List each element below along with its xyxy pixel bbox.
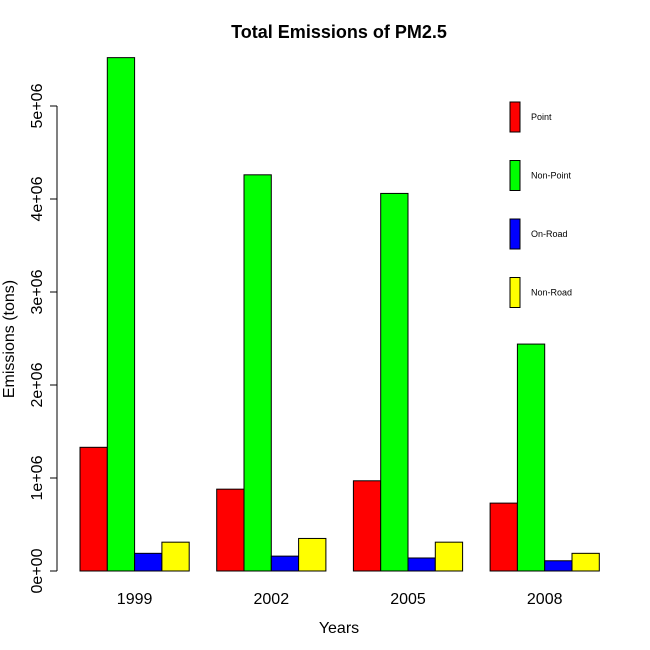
bar-point-2008 (489, 502, 518, 572)
x-tick-label: 2008 (527, 591, 563, 608)
bar-non-point-2008 (516, 343, 546, 572)
y-tick-label: 1e+06 (29, 455, 46, 500)
bar-non-point-1999 (106, 57, 136, 572)
bar-on-road-2005 (407, 557, 436, 572)
bar-on-road-1999 (134, 552, 163, 572)
y-tick-label: 3e+06 (29, 269, 46, 314)
bar-non-road-2002 (298, 537, 327, 572)
legend-item-non-road: Non-Road (509, 277, 572, 308)
y-axis-label: Emissions (tons) (1, 280, 18, 398)
x-tick-label: 2005 (390, 591, 426, 608)
bar-point-1999 (79, 446, 108, 572)
bar-non-point-2005 (380, 192, 409, 572)
chart-title: Total Emissions of PM2.5 (231, 22, 447, 42)
bar-point-2002 (216, 488, 245, 572)
legend-item-non-point: Non-Point (509, 160, 572, 191)
bar-non-point-2002 (243, 174, 272, 572)
bar-non-road-2005 (434, 541, 464, 572)
legend-label: Non-Point (531, 171, 572, 181)
x-axis-label: Years (319, 620, 359, 637)
legend: Point Non-Point On-Road Non-Road (509, 101, 572, 308)
y-tick-label: 5e+06 (29, 83, 46, 128)
bar-on-road-2008 (544, 560, 573, 572)
bar-on-road-2002 (270, 555, 300, 572)
legend-swatch (509, 160, 521, 191)
legend-label: On-Road (531, 229, 568, 239)
x-tick-label: 1999 (117, 591, 153, 608)
legend-item-point: Point (509, 101, 552, 133)
bars-group (79, 57, 600, 572)
legend-swatch (509, 101, 521, 133)
y-tick-label: 0e+00 (29, 548, 46, 593)
bar-non-road-1999 (161, 541, 190, 572)
y-tick-label: 4e+06 (29, 176, 46, 221)
bar-non-road-2008 (571, 552, 600, 572)
legend-swatch (509, 277, 521, 308)
legend-label: Point (531, 112, 552, 122)
x-tick-labels: 1999 2002 2005 2008 (117, 591, 563, 608)
x-tick-label: 2002 (254, 591, 290, 608)
y-tick-label: 2e+06 (29, 362, 46, 407)
legend-item-on-road: On-Road (509, 218, 568, 250)
bar-point-2005 (352, 480, 382, 572)
legend-swatch (509, 218, 521, 250)
legend-label: Non-Road (531, 288, 572, 298)
y-axis: 0e+00 1e+06 2e+06 3e+06 4e+06 5e+06 (29, 83, 58, 593)
